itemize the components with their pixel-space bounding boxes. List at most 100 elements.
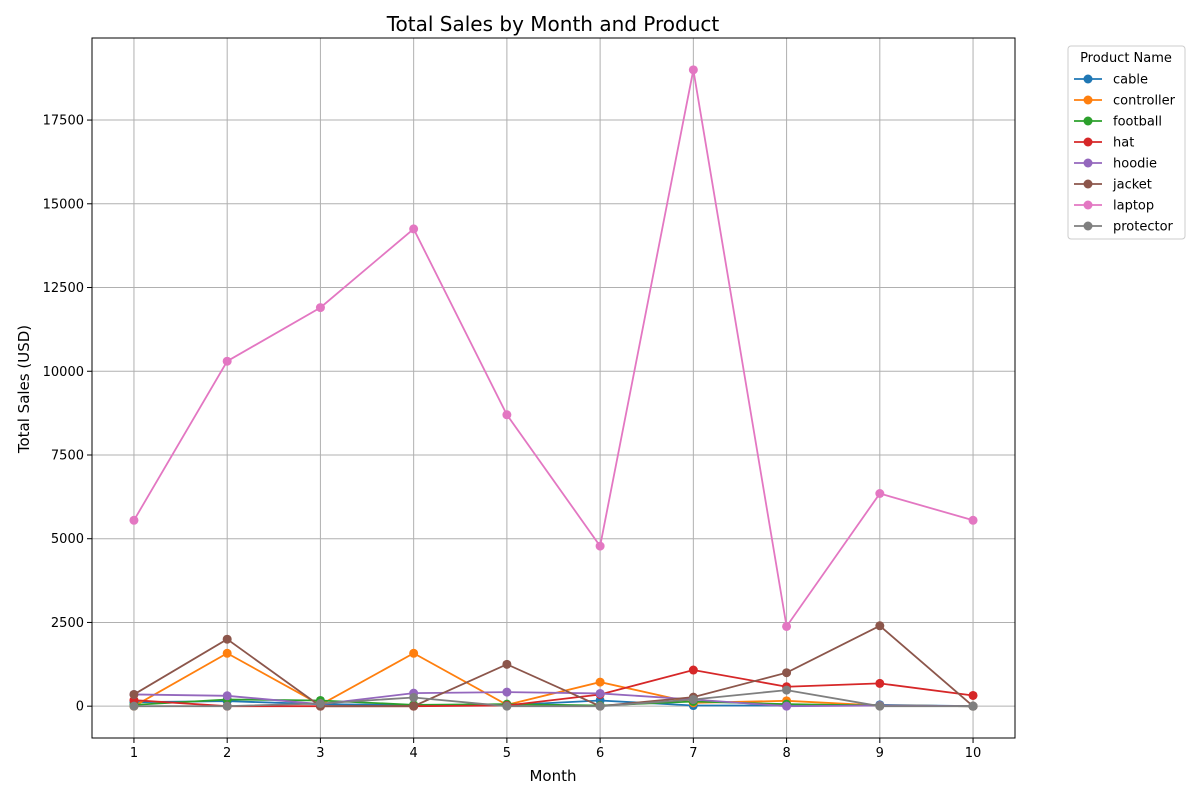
y-tick-label: 12500: [43, 281, 84, 296]
data-point-laptop: [688, 65, 698, 75]
data-point-jacket: [222, 634, 232, 644]
data-point-protector: [409, 692, 419, 702]
data-point-protector: [315, 699, 325, 709]
y-axis-ticks: 0 2500 5000 7500 10000 12500 15000 17500: [43, 114, 92, 715]
plot-area-frame: [91, 37, 1016, 739]
legend-marker: [1083, 158, 1093, 168]
data-point-hoodie: [502, 687, 512, 697]
x-axis-label: Month: [529, 767, 576, 785]
y-tick-label: 7500: [51, 448, 84, 463]
legend-items: cable controller football hat hoodie jacket la…: [1074, 73, 1176, 235]
legend-marker: [1083, 200, 1093, 210]
y-tick-label: 15000: [43, 197, 84, 212]
x-tick-label: 3: [316, 746, 324, 761]
legend-label: jacket: [1112, 178, 1152, 193]
series-group: [129, 65, 978, 711]
x-tick-label: 4: [410, 746, 418, 761]
data-point-laptop: [222, 356, 232, 366]
legend-label: football: [1113, 115, 1162, 130]
data-point-hoodie: [782, 701, 792, 711]
data-point-jacket: [409, 701, 419, 711]
legend-label: hoodie: [1113, 157, 1157, 172]
data-point-controller: [595, 677, 605, 687]
y-tick-label: 0: [76, 700, 84, 715]
y-tick-label: 5000: [51, 532, 84, 547]
data-point-laptop: [782, 621, 792, 631]
data-point-jacket: [129, 689, 139, 699]
x-tick-label: 8: [782, 746, 790, 761]
x-tick-label: 1: [130, 746, 138, 761]
y-tick-label: 10000: [43, 365, 84, 380]
legend-marker: [1083, 74, 1093, 84]
x-tick-label: 10: [965, 746, 982, 761]
data-point-hat: [968, 690, 978, 700]
legend-item-cable: cable: [1074, 73, 1148, 88]
y-tick-label: 17500: [43, 114, 84, 129]
legend-item-laptop: laptop: [1074, 199, 1154, 214]
x-tick-label: 5: [503, 746, 511, 761]
grid-lines: [92, 38, 1015, 738]
series-line-protector: [133, 689, 974, 708]
data-point-protector: [688, 694, 698, 704]
x-tick-label: 7: [689, 746, 697, 761]
legend-marker: [1083, 95, 1093, 105]
x-tick-label: 2: [223, 746, 231, 761]
legend-title: Product Name: [1080, 51, 1172, 66]
legend-marker: [1083, 179, 1093, 189]
data-point-protector: [502, 701, 512, 711]
series-line-hoodie: [133, 691, 974, 708]
data-point-laptop: [129, 515, 139, 525]
series-line-jacket: [133, 624, 974, 708]
y-axis-label: Total Sales (USD): [15, 325, 33, 454]
data-point-hat: [688, 665, 698, 675]
data-point-hat: [875, 678, 885, 688]
x-axis-ticks: 1 2 3 4 5 6 7 8 9 10: [130, 738, 982, 761]
legend-item-hat: hat: [1074, 136, 1134, 151]
data-point-protector: [782, 685, 792, 695]
data-point-hoodie: [222, 691, 232, 701]
series-line-hat: [133, 669, 974, 708]
legend: Product Name cable controller football hat h…: [1067, 45, 1186, 240]
series-jacket: [129, 621, 978, 711]
data-point-protector: [595, 701, 605, 711]
series-protector: [129, 685, 978, 711]
legend-label: cable: [1113, 73, 1148, 88]
data-point-controller: [222, 648, 232, 658]
data-point-laptop: [968, 515, 978, 525]
legend-item-hoodie: hoodie: [1074, 157, 1157, 172]
data-point-protector: [968, 701, 978, 711]
legend-label: laptop: [1113, 199, 1154, 214]
legend-item-football: football: [1074, 115, 1162, 130]
data-point-protector: [129, 701, 139, 711]
x-tick-label: 6: [596, 746, 604, 761]
y-tick-label: 2500: [51, 616, 84, 631]
data-point-protector: [875, 701, 885, 711]
data-point-jacket: [875, 621, 885, 631]
x-tick-label: 9: [876, 746, 884, 761]
series-laptop: [129, 65, 978, 631]
data-point-jacket: [782, 668, 792, 678]
legend-label: protector: [1113, 220, 1174, 235]
chart-title: Total Sales by Month and Product: [386, 12, 720, 36]
data-point-protector: [222, 701, 232, 711]
series-line-laptop: [133, 69, 974, 629]
legend-label: controller: [1113, 94, 1176, 109]
data-point-laptop: [595, 541, 605, 551]
data-point-jacket: [502, 659, 512, 669]
legend-item-jacket: jacket: [1074, 178, 1152, 193]
data-point-laptop: [502, 410, 512, 420]
legend-marker: [1083, 116, 1093, 126]
legend-marker: [1083, 137, 1093, 147]
data-point-controller: [409, 648, 419, 658]
data-point-laptop: [875, 489, 885, 499]
legend-item-controller: controller: [1074, 94, 1176, 109]
legend-item-protector: protector: [1074, 220, 1174, 235]
legend-marker: [1083, 221, 1093, 231]
data-point-laptop: [315, 303, 325, 313]
data-point-laptop: [409, 224, 419, 234]
data-point-hoodie: [595, 688, 605, 698]
legend-box: [1067, 45, 1186, 240]
legend-label: hat: [1113, 136, 1134, 151]
